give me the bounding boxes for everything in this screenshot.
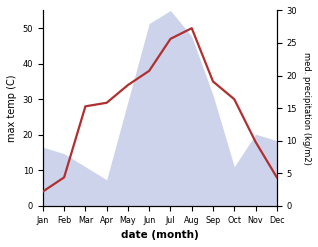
Y-axis label: max temp (C): max temp (C) [7,74,17,142]
Y-axis label: med. precipitation (kg/m2): med. precipitation (kg/m2) [302,52,311,165]
X-axis label: date (month): date (month) [121,230,199,240]
